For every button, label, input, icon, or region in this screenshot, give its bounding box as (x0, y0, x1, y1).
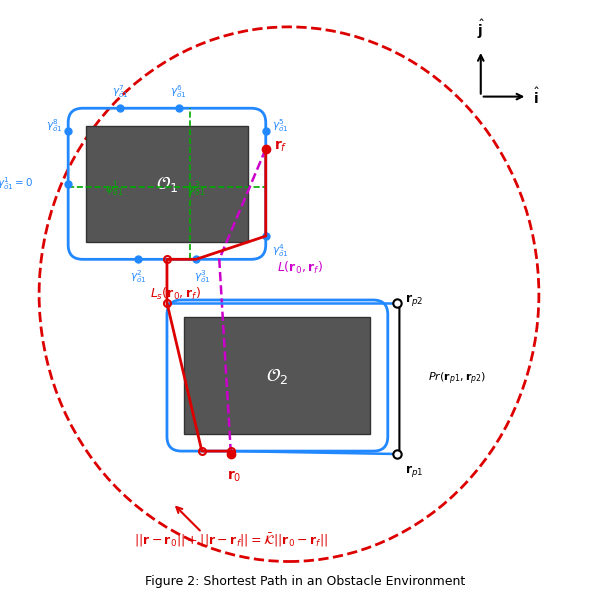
Text: $\hat{\mathbf{j}}$: $\hat{\mathbf{j}}$ (477, 18, 485, 41)
Text: $\psi^1_{\bar{o}1}$: $\psi^1_{\bar{o}1}$ (106, 180, 124, 199)
Text: $\gamma^3_{\bar{o}1}$: $\gamma^3_{\bar{o}1}$ (193, 268, 210, 285)
Text: $L(\mathbf{r}_0,\mathbf{r}_f)$: $L(\mathbf{r}_0,\mathbf{r}_f)$ (278, 260, 323, 276)
Text: $\gamma^5_{\bar{o}1}$: $\gamma^5_{\bar{o}1}$ (271, 117, 288, 134)
Text: $L_s(\mathbf{r}_0,\mathbf{r}_f)$: $L_s(\mathbf{r}_0,\mathbf{r}_f)$ (149, 286, 201, 302)
Text: Figure 2: Shortest Path in an Obstacle Environment: Figure 2: Shortest Path in an Obstacle E… (145, 575, 465, 588)
Text: $\mathbf{r}_f$: $\mathbf{r}_f$ (274, 139, 288, 154)
Text: $\gamma^6_{\bar{o}1}$: $\gamma^6_{\bar{o}1}$ (170, 83, 187, 100)
Text: $\gamma^2_{\bar{o}1}$: $\gamma^2_{\bar{o}1}$ (129, 268, 146, 285)
Text: $||\mathbf{r}-\mathbf{r}_0||+||\mathbf{r}-\mathbf{r}_f||=\bar{\mathcal{K}}||\mat: $||\mathbf{r}-\mathbf{r}_0||+||\mathbf{r… (134, 531, 328, 548)
Text: $\hat{\mathbf{i}}$: $\hat{\mathbf{i}}$ (533, 86, 540, 107)
Text: $\gamma^4_{\bar{o}1}$: $\gamma^4_{\bar{o}1}$ (271, 242, 288, 259)
Text: $\mathbf{r}_0$: $\mathbf{r}_0$ (226, 469, 241, 484)
Text: $\mathcal{O}_2$: $\mathcal{O}_2$ (267, 365, 289, 386)
FancyBboxPatch shape (184, 317, 370, 434)
Text: $\gamma^8_{\bar{o}1}$: $\gamma^8_{\bar{o}1}$ (46, 117, 62, 134)
FancyBboxPatch shape (85, 125, 248, 242)
Text: $\mathbf{r}_{p2}$: $\mathbf{r}_{p2}$ (405, 292, 424, 308)
Text: $\mathcal{O}_1$: $\mathcal{O}_1$ (156, 174, 178, 194)
Text: $Pr(\mathbf{r}_{p1},\mathbf{r}_{p2})$: $Pr(\mathbf{r}_{p1},\mathbf{r}_{p2})$ (428, 370, 487, 386)
Text: $\psi^3_{\bar{o}1}$: $\psi^3_{\bar{o}1}$ (187, 180, 205, 199)
Text: $\gamma^7_{\bar{o}1}$: $\gamma^7_{\bar{o}1}$ (112, 83, 129, 100)
Text: $\gamma^1_{\bar{o}1}=0$: $\gamma^1_{\bar{o}1}=0$ (0, 175, 34, 192)
Text: $\mathbf{r}_{p1}$: $\mathbf{r}_{p1}$ (405, 463, 424, 479)
